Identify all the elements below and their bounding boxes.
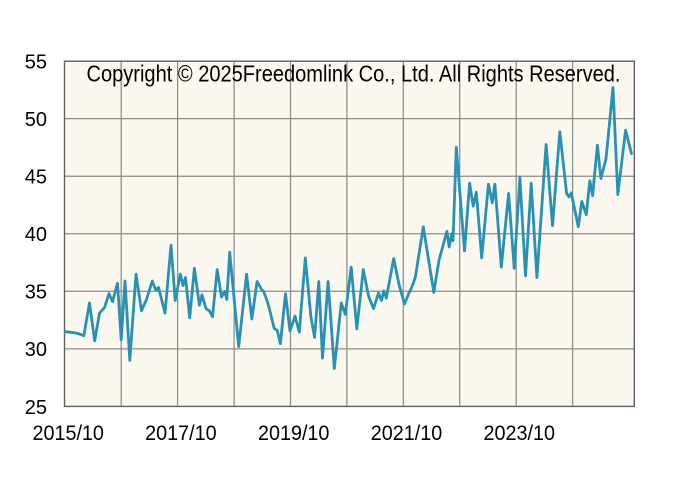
- svg-text:35: 35: [25, 282, 47, 304]
- svg-text:2015/10: 2015/10: [32, 421, 104, 445]
- svg-text:50: 50: [25, 109, 47, 131]
- svg-text:2023/10: 2023/10: [484, 421, 556, 445]
- svg-text:2019/10: 2019/10: [258, 421, 330, 445]
- svg-text:45: 45: [25, 167, 47, 189]
- svg-text:25: 25: [25, 397, 47, 419]
- svg-text:55: 55: [25, 51, 47, 73]
- svg-text:40: 40: [25, 224, 47, 246]
- svg-text:2017/10: 2017/10: [145, 421, 217, 445]
- svg-text:30: 30: [25, 339, 47, 361]
- svg-text:Copyright © 2025Freedomlink Co: Copyright © 2025Freedomlink Co., Ltd. Al…: [87, 60, 621, 86]
- svg-text:2021/10: 2021/10: [371, 421, 443, 445]
